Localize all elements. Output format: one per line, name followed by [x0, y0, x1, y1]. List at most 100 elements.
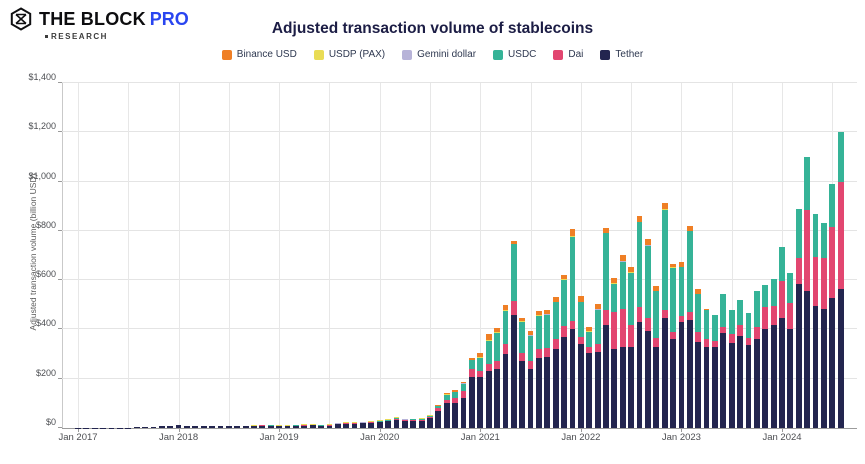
- bar[interactable]: [133, 427, 140, 428]
- bar[interactable]: [343, 422, 350, 428]
- bar[interactable]: [737, 299, 743, 428]
- bar[interactable]: [334, 422, 341, 428]
- bar[interactable]: [469, 358, 475, 428]
- bar[interactable]: [552, 296, 559, 428]
- bar[interactable]: [753, 291, 760, 428]
- bar[interactable]: [167, 425, 174, 428]
- bar[interactable]: [645, 239, 651, 428]
- bar[interactable]: [678, 261, 685, 428]
- bar[interactable]: [510, 241, 517, 428]
- bar[interactable]: [745, 313, 752, 428]
- bar[interactable]: [795, 208, 802, 428]
- bar[interactable]: [401, 418, 408, 428]
- bar[interactable]: [318, 424, 324, 428]
- bar[interactable]: [628, 267, 635, 428]
- bar[interactable]: [544, 310, 551, 428]
- bar[interactable]: [150, 426, 157, 428]
- bar[interactable]: [351, 422, 358, 428]
- bar[interactable]: [460, 381, 467, 428]
- bar[interactable]: [452, 390, 459, 428]
- bar[interactable]: [393, 417, 400, 428]
- bar[interactable]: [209, 426, 215, 428]
- bar[interactable]: [577, 295, 584, 428]
- bar[interactable]: [142, 427, 148, 428]
- bar[interactable]: [376, 420, 383, 428]
- bar-segment: [821, 308, 827, 428]
- bar[interactable]: [494, 327, 500, 428]
- brand-logo[interactable]: THE BLOCK PRO RESEARCH: [9, 7, 189, 41]
- bar[interactable]: [636, 215, 643, 428]
- bar[interactable]: [519, 317, 526, 428]
- bar[interactable]: [611, 278, 618, 428]
- bar[interactable]: [410, 418, 417, 428]
- bar[interactable]: [326, 424, 333, 428]
- bar[interactable]: [251, 425, 257, 428]
- bar[interactable]: [703, 308, 710, 428]
- bar-segment: [628, 324, 635, 347]
- bar[interactable]: [284, 425, 291, 428]
- bar[interactable]: [770, 278, 777, 428]
- bar[interactable]: [200, 426, 207, 428]
- bar[interactable]: [443, 392, 450, 428]
- bar[interactable]: [594, 304, 601, 428]
- bar[interactable]: [561, 274, 567, 428]
- bar[interactable]: [536, 311, 542, 428]
- bar[interactable]: [360, 421, 366, 428]
- bar[interactable]: [267, 424, 274, 428]
- bar[interactable]: [837, 132, 844, 428]
- legend-item[interactable]: USDP (PAX): [313, 49, 385, 60]
- bar[interactable]: [653, 285, 660, 428]
- legend-item[interactable]: Binance USD: [221, 49, 297, 60]
- bar-segment: [619, 346, 626, 428]
- bar-segment: [594, 304, 601, 310]
- bar-segment: [611, 349, 618, 428]
- bar[interactable]: [712, 314, 718, 428]
- bar[interactable]: [586, 326, 593, 428]
- legend-item[interactable]: Tether: [600, 49, 643, 60]
- bar[interactable]: [477, 353, 484, 428]
- bar[interactable]: [804, 156, 811, 428]
- bar[interactable]: [661, 203, 668, 428]
- bar[interactable]: [695, 288, 702, 428]
- legend-item[interactable]: USDC: [493, 49, 536, 60]
- bar[interactable]: [276, 425, 283, 428]
- bar[interactable]: [527, 331, 534, 428]
- bar[interactable]: [301, 424, 308, 428]
- bar[interactable]: [309, 424, 316, 428]
- bar[interactable]: [720, 293, 727, 428]
- bar[interactable]: [175, 425, 182, 428]
- bar[interactable]: [812, 213, 819, 428]
- bar[interactable]: [225, 426, 232, 428]
- bar[interactable]: [385, 419, 391, 428]
- bar[interactable]: [670, 263, 676, 428]
- bar[interactable]: [418, 418, 425, 428]
- bar[interactable]: [787, 272, 794, 428]
- bar[interactable]: [242, 425, 249, 428]
- bar[interactable]: [158, 426, 165, 428]
- bar[interactable]: [485, 333, 492, 428]
- bar[interactable]: [502, 305, 509, 428]
- bar[interactable]: [603, 227, 609, 428]
- bar[interactable]: [427, 415, 433, 428]
- bar[interactable]: [686, 225, 693, 428]
- bar[interactable]: [293, 424, 299, 428]
- bar[interactable]: [829, 184, 836, 428]
- bar-segment: [544, 347, 551, 357]
- bar[interactable]: [435, 405, 442, 428]
- bar[interactable]: [217, 426, 224, 428]
- bar[interactable]: [728, 309, 735, 428]
- bar-segment: [837, 289, 844, 428]
- bar[interactable]: [234, 425, 241, 428]
- bar[interactable]: [762, 285, 769, 428]
- legend-item[interactable]: Dai: [553, 49, 583, 60]
- bar[interactable]: [368, 421, 375, 428]
- bar[interactable]: [619, 255, 626, 428]
- bar[interactable]: [569, 228, 576, 428]
- legend-item[interactable]: Gemini dollar: [402, 49, 476, 60]
- bar[interactable]: [259, 424, 266, 428]
- bar[interactable]: [779, 246, 785, 428]
- bar[interactable]: [184, 426, 190, 428]
- bar[interactable]: [192, 426, 199, 428]
- bar-segment: [712, 346, 718, 428]
- bar[interactable]: [821, 223, 827, 428]
